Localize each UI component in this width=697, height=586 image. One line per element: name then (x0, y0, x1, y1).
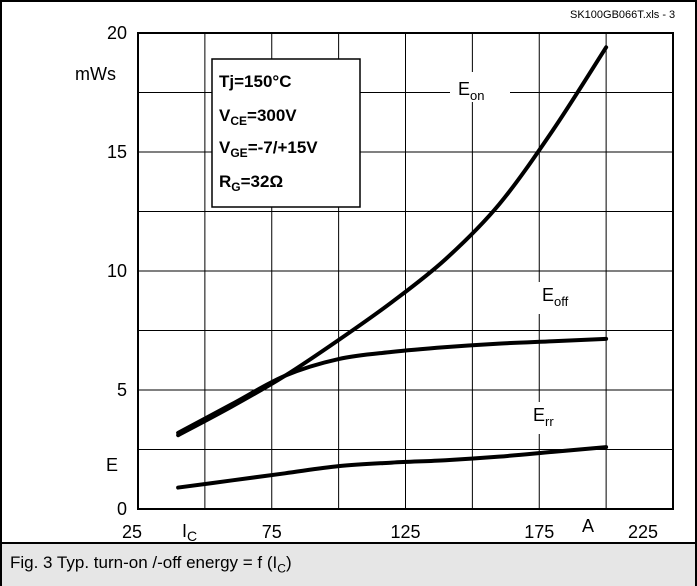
series-label-err: Err (533, 405, 554, 429)
series-label-eon-sub: on (470, 88, 484, 103)
caption-text: Fig. 3 Typ. turn-on /-off energy = f (I (10, 553, 278, 572)
x-unit-label: A (582, 516, 594, 536)
series-line-err (176, 445, 609, 490)
x-axis-symbol: IC (182, 521, 197, 542)
y-tick-label: 10 (107, 261, 127, 281)
condition-rg-main: R (219, 172, 231, 191)
condition-vce-rest: =300V (247, 106, 297, 125)
series-label-eoff: Eoff (542, 285, 569, 309)
conditions-box-frame (211, 58, 361, 208)
conditions-box: Tj=150°C VCE=300V VGE=-7/+15V RG=32Ω (211, 58, 361, 208)
condition-vce-sub: CE (230, 114, 247, 128)
series-label-err-main: E (533, 405, 545, 425)
x-tick-label: 175 (524, 522, 554, 542)
caption-bar: Fig. 3 Typ. turn-on /-off energy = f (IC… (2, 542, 695, 586)
condition-vge-main: V (219, 138, 231, 157)
condition-vge-sub: GE (230, 146, 247, 160)
series-label-err-sub: rr (545, 414, 554, 429)
condition-vge-rest: =-7/+15V (248, 138, 319, 157)
series-label-eoff-sub: off (554, 294, 569, 309)
x-tick-label: 225 (628, 522, 658, 542)
y-tick-label: 0 (117, 499, 127, 519)
series (176, 45, 609, 490)
series-label-eoff-main: E (542, 285, 554, 305)
y-unit-label: mWs (75, 64, 116, 84)
x-axis-symbol-sub: C (187, 528, 197, 542)
condition-rg: RG=32Ω (219, 172, 283, 194)
plot-area-border (137, 32, 674, 510)
condition-rg-sub: G (231, 180, 240, 194)
caption-end: ) (285, 553, 292, 572)
eon-label-bg (450, 72, 510, 102)
series-line-eoff (176, 336, 609, 435)
series-label-eon: Eon (458, 79, 484, 103)
condition-tj-main: Tj=150°C (219, 72, 291, 91)
condition-vce: VCE=300V (219, 106, 297, 128)
condition-vge: VGE=-7/+15V (219, 138, 318, 160)
condition-tj: Tj=150°C (219, 72, 291, 91)
y-axis-symbol: E (106, 455, 118, 475)
x-tick-label: 75 (262, 522, 282, 542)
condition-vce-main: V (219, 106, 231, 125)
x-tick-label: 125 (390, 522, 420, 542)
y-tick-label: 20 (107, 23, 127, 43)
x-tick-label: 25 (122, 522, 142, 542)
series-label-eon-main: E (458, 79, 470, 99)
file-label: SK100GB066T.xls - 3 (570, 9, 675, 21)
x-axis-symbol-main: I (182, 521, 187, 541)
y-tick-label: 15 (107, 142, 127, 162)
condition-rg-rest: =32Ω (241, 172, 283, 191)
tick-labels: 0 5 10 15 20 25 75 125 175 225 (107, 23, 658, 542)
series-line-eon (176, 45, 609, 438)
figure-caption: Fig. 3 Typ. turn-on /-off energy = f (IC… (10, 553, 292, 575)
chart-svg: SK100GB066T.xls - 3 mWs E IC A 0 5 10 15 20 2… (75, 9, 675, 542)
eoff-label-bg (532, 282, 584, 314)
y-tick-label: 5 (117, 380, 127, 400)
err-label-bg (526, 402, 570, 434)
caption-sub: C (277, 561, 286, 576)
